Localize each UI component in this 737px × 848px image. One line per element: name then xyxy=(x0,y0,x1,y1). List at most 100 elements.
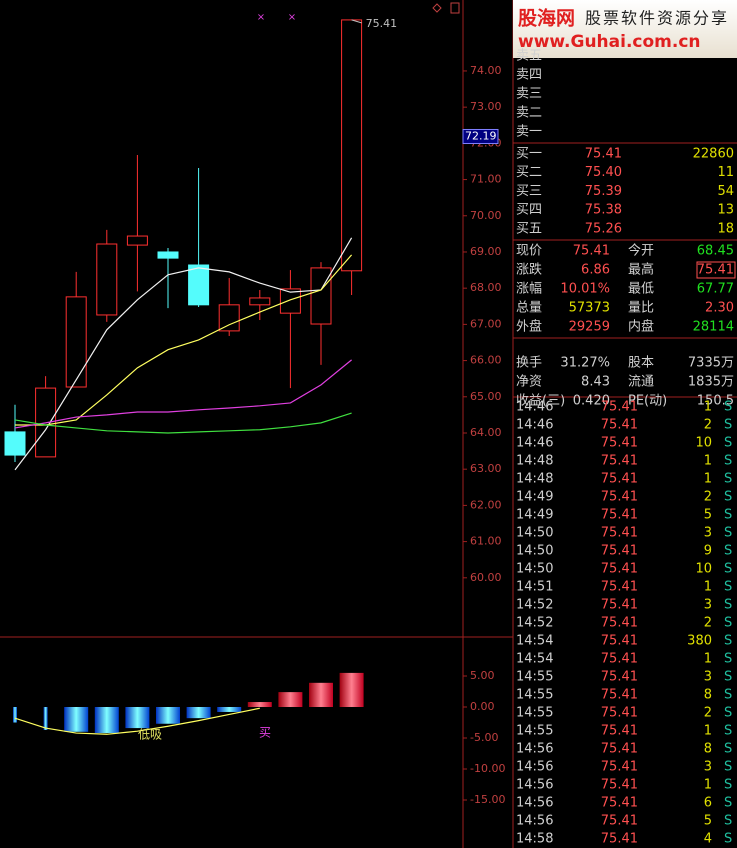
tick-side: S xyxy=(724,526,732,541)
candle-body xyxy=(188,264,210,306)
tick-side: S xyxy=(724,598,732,613)
quote-value: 7335万 xyxy=(688,356,734,371)
quote-value: 57373 xyxy=(569,301,610,316)
tick-price: 75.41 xyxy=(601,634,638,649)
bar xyxy=(309,682,333,708)
quote-label: 今开 xyxy=(628,243,654,259)
quote-value: 8.43 xyxy=(581,375,610,390)
tick-time: 14:56 xyxy=(516,796,553,811)
quote-value: 150.5 xyxy=(697,394,734,409)
tick-price: 75.41 xyxy=(601,724,638,739)
tick-side: S xyxy=(724,670,732,685)
tick-side: S xyxy=(724,706,732,721)
ask-label: 卖一 xyxy=(516,125,542,140)
quote-label: 涨跌 xyxy=(516,262,542,278)
ask-label: 卖五 xyxy=(516,49,542,64)
bar xyxy=(43,707,48,730)
bid-price: 75.39 xyxy=(585,184,622,199)
bid-label: 买一 xyxy=(516,147,542,162)
tick-volume: 5 xyxy=(704,814,712,829)
tick-time: 14:56 xyxy=(516,814,553,829)
quote-label: 净资 xyxy=(516,375,542,390)
tick-side: S xyxy=(724,814,732,829)
tick-time: 14:46 xyxy=(516,436,553,451)
tick-time: 14:58 xyxy=(516,832,553,847)
tick-volume: 1 xyxy=(704,580,712,595)
ask-label: 卖二 xyxy=(516,106,542,121)
quote-value: 10.01% xyxy=(560,282,610,297)
line xyxy=(14,707,260,735)
quote-value: 28114 xyxy=(693,320,734,335)
bid-label: 买四 xyxy=(516,203,542,218)
tick-time: 14:48 xyxy=(516,454,553,469)
tick-time: 14:52 xyxy=(516,598,553,613)
bid-volume: 54 xyxy=(717,184,734,199)
tick-time: 14:46 xyxy=(516,418,553,433)
y-tick-label: 63.00 xyxy=(470,462,502,475)
y-tick-label: 65.00 xyxy=(470,390,502,403)
annotation: 低吸 xyxy=(138,728,162,742)
quote-label: 股本 xyxy=(628,356,654,371)
watermark-brand: 股海网 xyxy=(518,7,575,30)
quote-label: 量比 xyxy=(628,301,654,316)
tick-price: 75.41 xyxy=(601,418,638,433)
quote-value: 6.86 xyxy=(581,263,610,278)
tick-price: 75.41 xyxy=(601,490,638,505)
y-tick-label: 66.00 xyxy=(470,354,502,367)
candle-body xyxy=(96,243,118,316)
ask-label: 卖四 xyxy=(516,68,542,83)
tick-side: S xyxy=(724,724,732,739)
icon[interactable] xyxy=(432,3,442,13)
tick-side: S xyxy=(724,616,732,631)
y-tick-label: 5.00 xyxy=(470,669,495,682)
bar xyxy=(64,707,89,732)
tick-price: 75.41 xyxy=(601,706,638,721)
quote-value: 75.41 xyxy=(573,244,610,259)
bid-price: 75.41 xyxy=(585,147,622,162)
tick-time: 14:55 xyxy=(516,706,553,721)
tick-volume: 2 xyxy=(704,490,712,505)
tick-side: S xyxy=(724,634,732,649)
quote-value: 29259 xyxy=(569,320,610,335)
y-tick-label: 73.00 xyxy=(470,100,502,113)
tick-price: 75.41 xyxy=(601,598,638,613)
icon[interactable] xyxy=(450,2,460,14)
bar xyxy=(94,707,119,734)
tick-volume: 1 xyxy=(704,400,712,415)
tick-volume: 6 xyxy=(704,796,712,811)
tick-price: 75.41 xyxy=(601,400,638,415)
tick-price: 75.41 xyxy=(601,436,638,451)
tick-side: S xyxy=(724,796,732,811)
tick-price: 75.41 xyxy=(601,814,638,829)
quote-value: 68.45 xyxy=(697,244,734,259)
tick-volume: 3 xyxy=(704,526,712,541)
y-tick-label: -5.00 xyxy=(470,731,498,744)
quote-label: 总量 xyxy=(516,301,542,316)
tick-side: S xyxy=(724,454,732,469)
cursor-label: 72.19 xyxy=(465,129,497,142)
y-tick-label: 69.00 xyxy=(470,245,502,258)
candle-body xyxy=(126,235,148,246)
tick-time: 14:50 xyxy=(516,544,553,559)
candle-body xyxy=(4,431,26,456)
tick-side: S xyxy=(724,742,732,757)
tick-volume: 3 xyxy=(704,760,712,775)
tick-price: 75.41 xyxy=(601,616,638,631)
tick-time: 14:51 xyxy=(516,580,553,595)
ask-label: 卖三 xyxy=(516,87,542,102)
tick-side: S xyxy=(724,688,732,703)
y-tick-label: 64.00 xyxy=(470,426,502,439)
quote-value: 0.420 xyxy=(573,394,610,409)
tick-price: 75.41 xyxy=(601,688,638,703)
bid-label: 买三 xyxy=(516,184,542,199)
bar xyxy=(339,672,364,708)
bid-volume: 18 xyxy=(717,221,734,236)
tick-volume: 4 xyxy=(704,832,712,847)
y-tick-label: -10.00 xyxy=(470,762,505,775)
candle-body xyxy=(65,296,87,388)
quote-value: 31.27% xyxy=(560,356,610,371)
high-pointer xyxy=(351,19,362,24)
watermark-slogan: 股票软件资源分享 xyxy=(585,9,729,28)
quote-label: 最高 xyxy=(628,262,654,278)
